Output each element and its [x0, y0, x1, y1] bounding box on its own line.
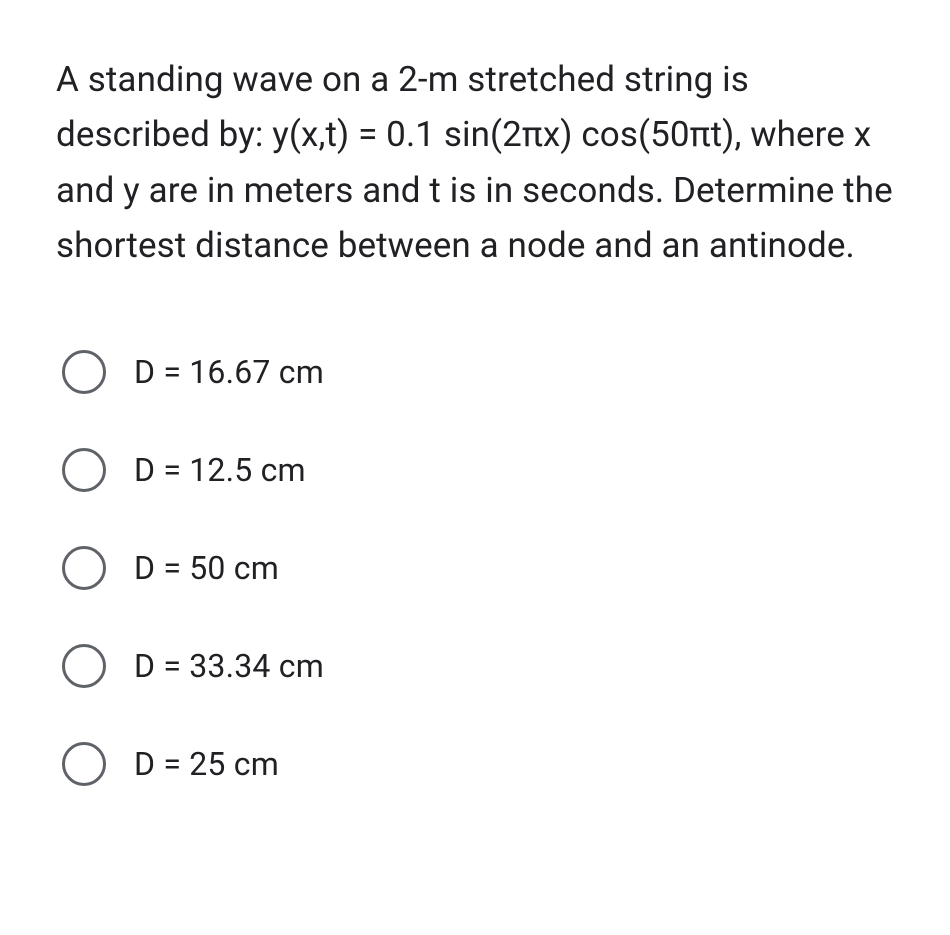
radio-icon[interactable]	[62, 644, 106, 688]
radio-icon[interactable]	[62, 546, 106, 590]
option-label: D = 50 cm	[134, 549, 279, 587]
quiz-container: A standing wave on a 2-m stretched strin…	[0, 0, 950, 845]
option-label: D = 33.34 cm	[134, 647, 324, 685]
radio-icon[interactable]	[62, 742, 106, 786]
radio-icon[interactable]	[62, 448, 106, 492]
options-list: D = 16.67 cm D = 12.5 cm D = 50 cm D = 3…	[56, 331, 894, 805]
question-text: A standing wave on a 2-m stretched strin…	[56, 52, 894, 273]
option-row-1[interactable]: D = 16.67 cm	[62, 331, 894, 413]
option-row-5[interactable]: D = 25 cm	[62, 723, 894, 805]
option-row-4[interactable]: D = 33.34 cm	[62, 625, 894, 707]
option-label: D = 16.67 cm	[134, 353, 324, 391]
option-row-2[interactable]: D = 12.5 cm	[62, 429, 894, 511]
option-label: D = 12.5 cm	[134, 451, 306, 489]
radio-icon[interactable]	[62, 350, 106, 394]
option-label: D = 25 cm	[134, 745, 279, 783]
option-row-3[interactable]: D = 50 cm	[62, 527, 894, 609]
